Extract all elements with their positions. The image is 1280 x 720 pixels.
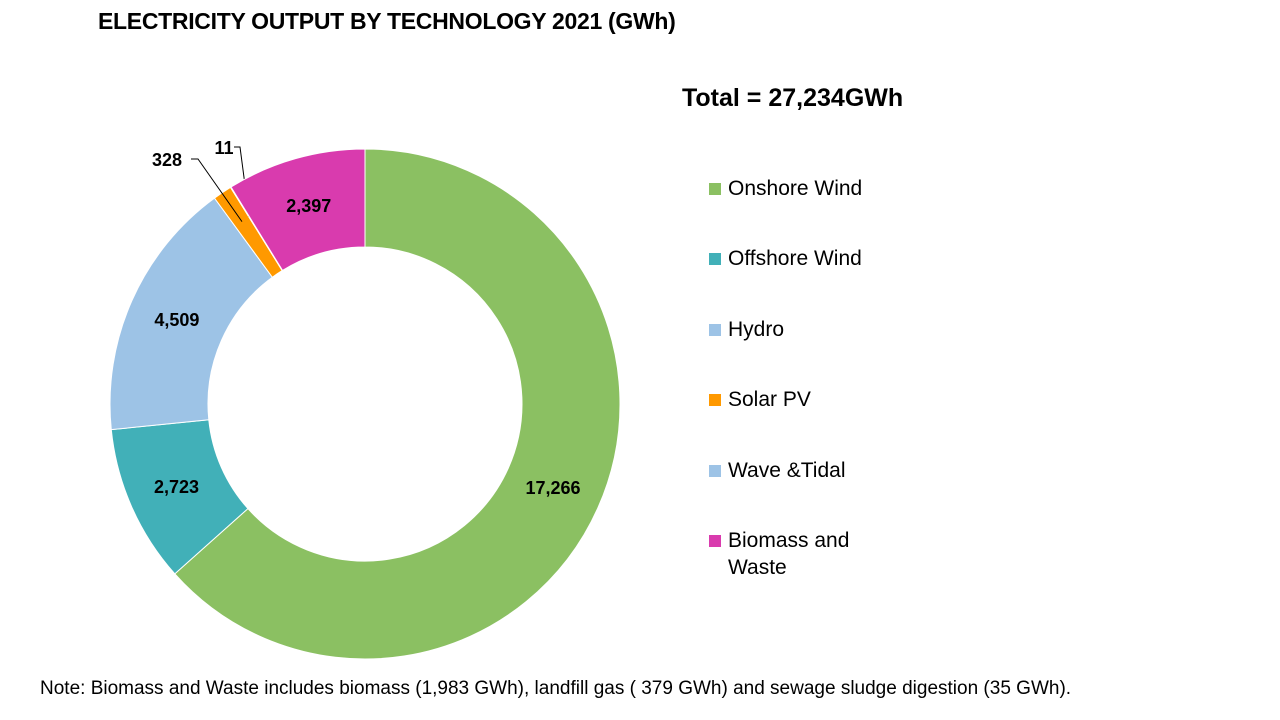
- legend-item-hydro: Hydro: [709, 316, 899, 343]
- leader-line-solar-pv: [191, 158, 243, 222]
- legend-item-solar-pv: Solar PV: [709, 386, 899, 413]
- legend-item-wave-tidal: Wave &Tidal: [709, 457, 899, 484]
- legend-label: Offshore Wind: [728, 247, 862, 270]
- slice-onshore-wind: [174, 148, 621, 660]
- data-label-biomass-and-waste: 2,397: [286, 196, 331, 216]
- legend-label: Hydro: [728, 318, 785, 341]
- legend-swatch: [709, 465, 721, 477]
- legend-label: Wave &Tidal: [728, 459, 846, 482]
- legend-swatch: [709, 394, 721, 406]
- legend-swatch: [709, 535, 721, 547]
- legend-label: Solar PV: [728, 388, 811, 411]
- chart-total: Total = 27,234GWh: [682, 84, 904, 112]
- footnote: Note: Biomass and Waste includes biomass…: [40, 678, 1072, 699]
- data-label-onshore-wind: 17,266: [525, 478, 580, 498]
- legend-item-onshore-wind: Onshore Wind: [709, 175, 899, 202]
- data-label-wave-tidal: 11: [214, 138, 233, 158]
- chart-title: ELECTRICITY OUTPUT BY TECHNOLOGY 2021 (G…: [98, 8, 676, 34]
- legend-label: Onshore Wind: [728, 177, 863, 200]
- legend-item-offshore-wind: Offshore Wind: [709, 245, 899, 272]
- data-label-hydro: 4,509: [154, 310, 199, 330]
- legend-label: Biomass and Waste: [728, 529, 850, 579]
- legend-swatch: [709, 183, 721, 195]
- data-label-solar-pv: 328: [152, 150, 182, 170]
- legend-item-biomass-and-waste: Biomass and Waste: [709, 527, 899, 581]
- legend-swatch: [709, 253, 721, 265]
- legend-swatch: [709, 324, 721, 336]
- data-label-offshore-wind: 2,723: [154, 477, 199, 497]
- slice-biomass-and-waste: [230, 148, 366, 272]
